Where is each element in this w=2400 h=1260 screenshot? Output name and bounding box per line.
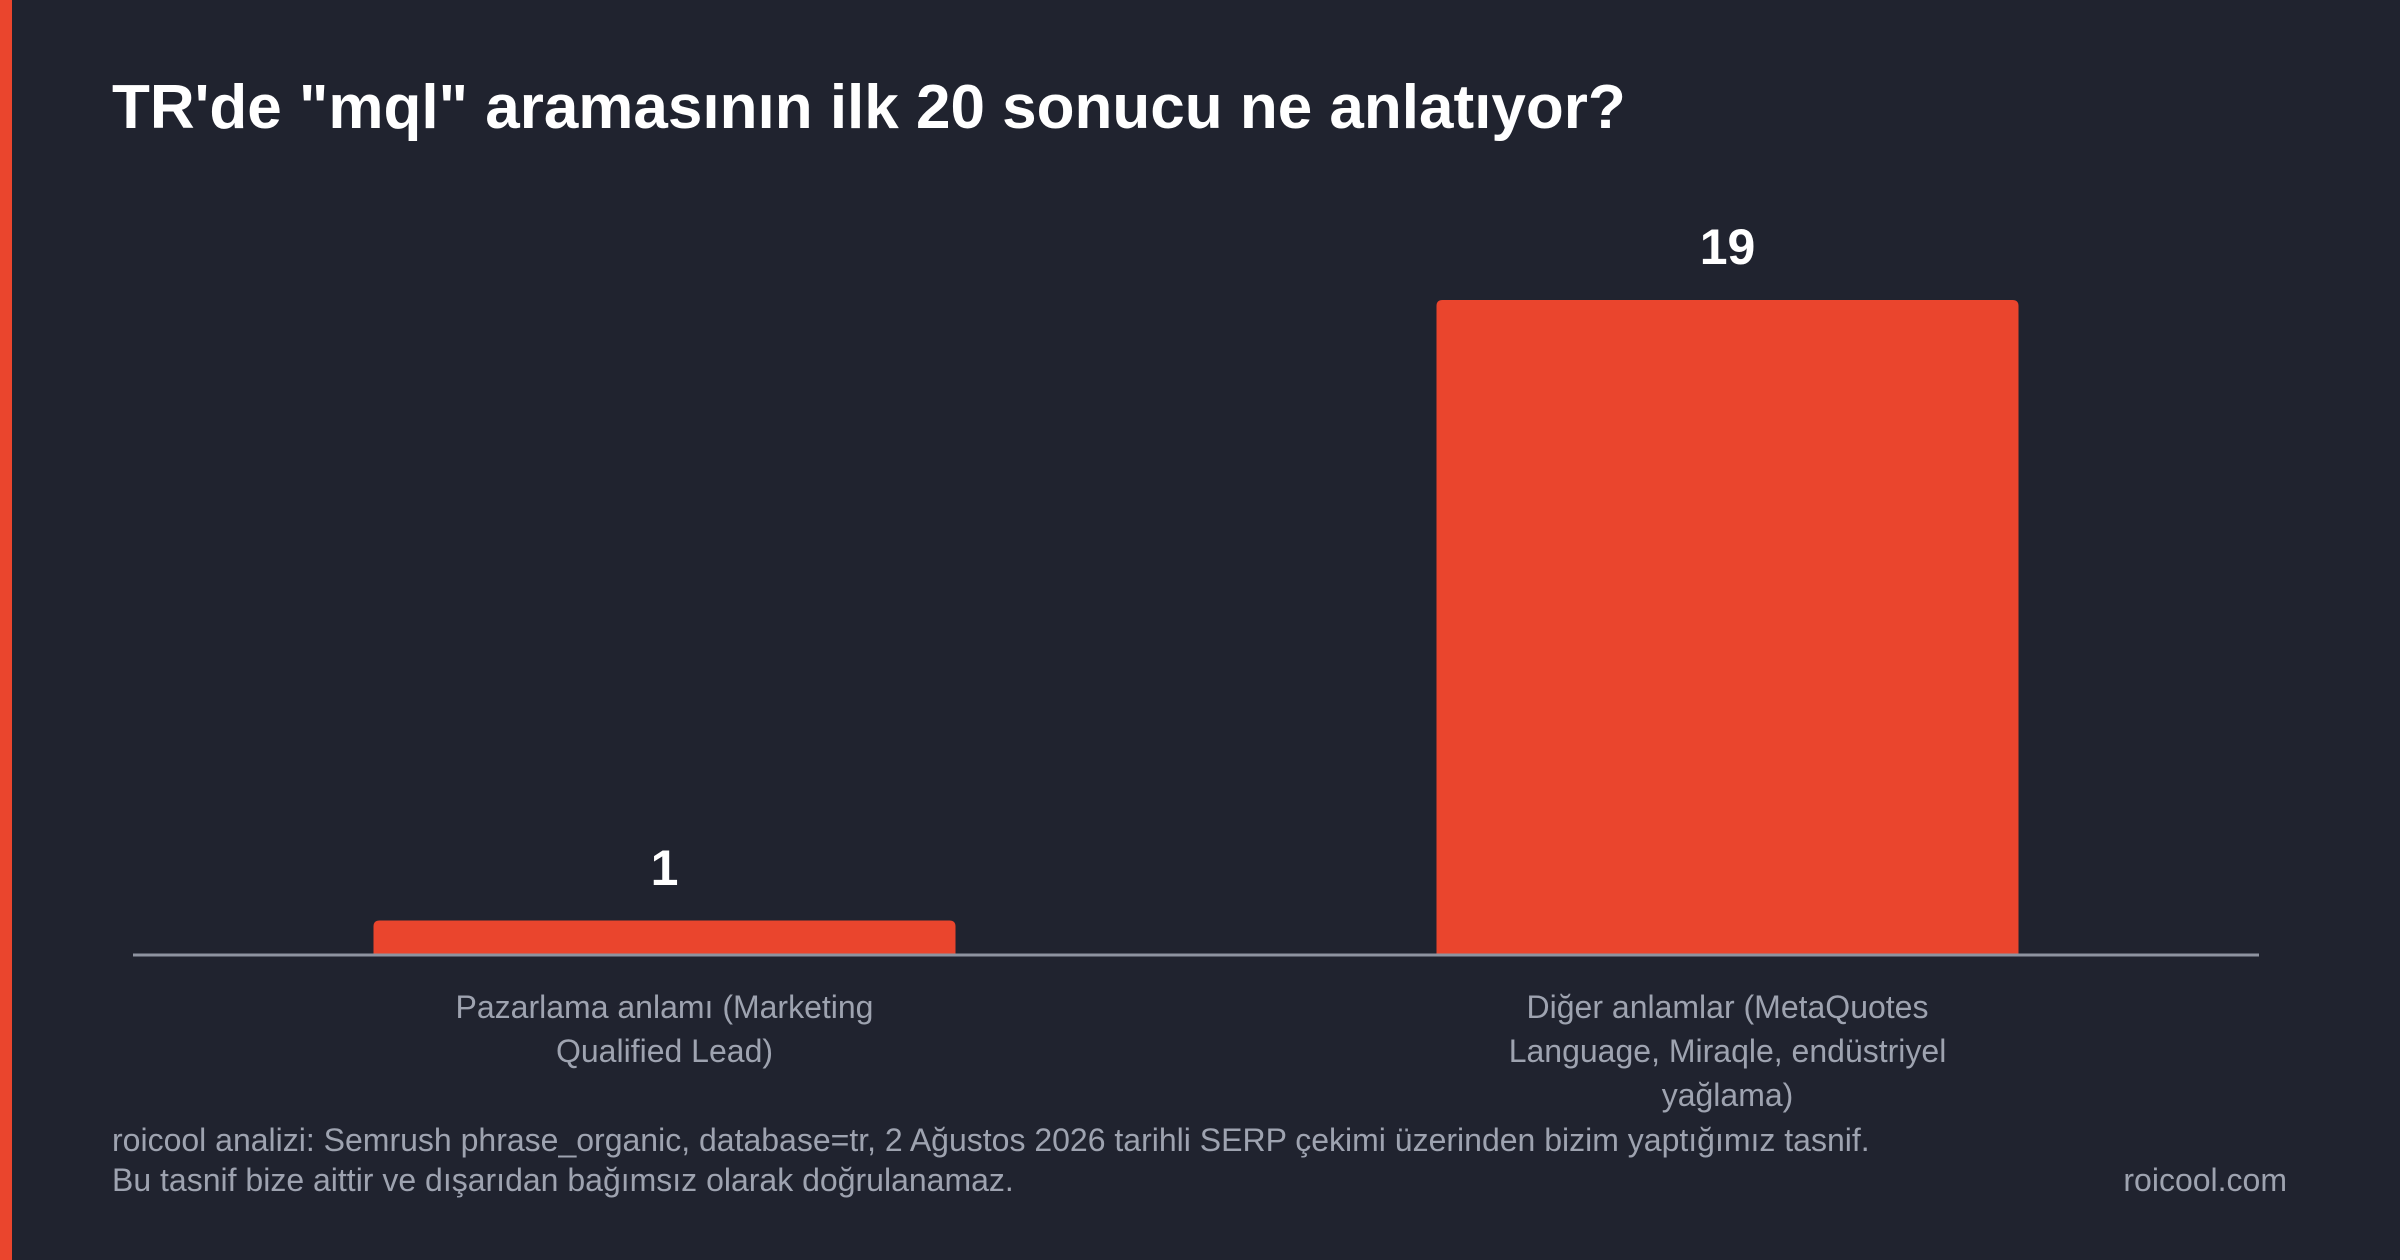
bar [1436, 300, 2019, 955]
value-label: 19 [1699, 219, 1756, 275]
footnote: roicool analizi: Semrush phrase_organic,… [112, 1122, 1870, 1198]
x-tick-label: Pazarlama anlamı (Marketing Qualified Le… [455, 989, 874, 1069]
bar [373, 920, 956, 955]
value-label: 1 [650, 839, 679, 896]
x-tick-label: Diğer anlamlar (MetaQuotes Language, Mir… [1508, 989, 1947, 1113]
chart-title: TR'de "mql" aramasının ilk 20 sonucu ne … [112, 73, 1626, 142]
source: roicool.com [2123, 1162, 2287, 1198]
accent-stripe [0, 0, 12, 1260]
